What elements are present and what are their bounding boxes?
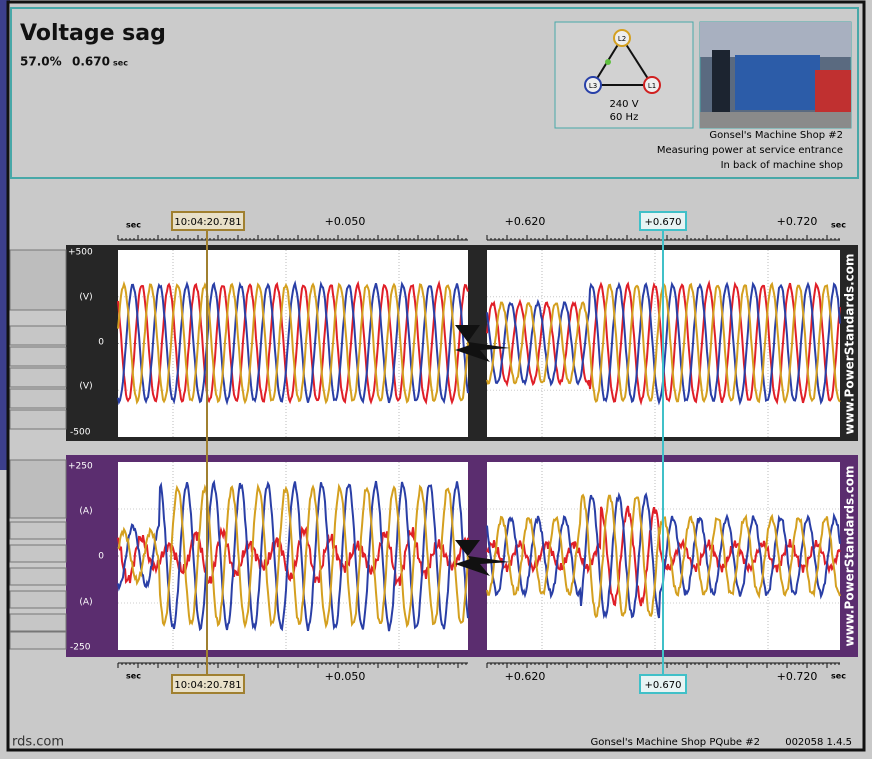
y-tick-label: +500 <box>68 248 93 258</box>
phase-label: L2 <box>618 35 626 43</box>
y-tick-label: 0 <box>98 552 104 562</box>
waveform <box>117 279 469 406</box>
side-box <box>9 388 67 409</box>
site-line: In back of machine shop <box>721 160 843 171</box>
waveform <box>117 525 469 587</box>
watermark: www.PowerStandards.com <box>843 465 857 646</box>
phase-circle <box>613 29 631 47</box>
side-box <box>9 409 67 430</box>
footer-serial: 002058 1.4.5 <box>785 737 852 748</box>
waveform <box>117 279 469 406</box>
side-box <box>9 567 67 586</box>
break-symbol <box>455 325 510 362</box>
photo-machine <box>735 55 820 110</box>
cursor-time: 10:04:20.781 <box>174 680 241 691</box>
title: Voltage sag <box>20 21 166 46</box>
photo-floor <box>700 112 851 128</box>
side-box <box>9 521 67 540</box>
side-box <box>9 249 67 311</box>
nominal-frequency: 60 Hz <box>610 112 639 123</box>
duration-unit: sec <box>113 59 128 68</box>
y-unit: (A) <box>79 598 92 608</box>
side-box <box>9 367 67 388</box>
side-controls <box>9 249 67 650</box>
phase-label: L3 <box>589 82 597 90</box>
axis-unit: sec <box>831 672 846 681</box>
y-unit: (V) <box>79 382 92 392</box>
y-unit: (V) <box>79 293 92 303</box>
footer-device: Gonsel's Machine Shop PQube #2 <box>590 737 760 748</box>
y-tick-label: 0 <box>98 338 104 348</box>
site-line: Gonsel's Machine Shop #2 <box>709 130 843 141</box>
time-tick-label: +0.720 <box>777 670 818 683</box>
watermark: www.PowerStandards.com <box>843 253 857 434</box>
phase-circle <box>584 76 602 94</box>
cursor-box <box>639 674 687 694</box>
time-tick-label: +0.720 <box>777 215 818 228</box>
axis-unit: sec <box>831 221 846 230</box>
phase-circle <box>643 76 661 94</box>
y-tick-label: -250 <box>70 643 91 653</box>
photo-machine <box>815 70 851 115</box>
side-box <box>9 544 67 563</box>
axis-unit: sec <box>126 672 141 681</box>
phase-dot <box>605 59 611 65</box>
photo-person <box>712 50 730 120</box>
footer-url: rds.com <box>12 735 64 750</box>
time-tick-label: +0.050 <box>325 215 366 228</box>
sag-depth: 57.0% <box>20 55 62 69</box>
background-window <box>0 0 10 470</box>
phase-label: L1 <box>648 82 656 90</box>
site-line: Measuring power at service entrance <box>657 145 843 156</box>
side-box <box>9 631 67 650</box>
side-box <box>9 459 67 519</box>
site-photo <box>699 21 852 129</box>
y-tick-label: -500 <box>70 428 91 438</box>
y-unit: (A) <box>79 507 92 517</box>
nominal-voltage: 240 V <box>609 99 638 110</box>
cursor-offset: +0.670 <box>644 217 681 228</box>
cursor-box <box>171 674 245 694</box>
side-box <box>9 590 67 609</box>
waveform <box>117 482 469 630</box>
break-symbol <box>455 540 510 576</box>
sag-duration: 0.670 <box>72 55 110 69</box>
waveform <box>117 479 469 632</box>
side-box <box>9 613 67 632</box>
side-box <box>9 325 67 346</box>
cursor-offset: +0.670 <box>644 680 681 691</box>
time-tick-label: +0.620 <box>505 670 546 683</box>
time-tick-label: +0.050 <box>325 670 366 683</box>
time-axes: sec sec +0.050 +0.620 +0.720 10:04:20.78… <box>117 211 846 683</box>
y-tick-label: +250 <box>68 462 93 472</box>
cursor-time: 10:04:20.781 <box>174 217 241 228</box>
side-box <box>9 346 67 367</box>
time-tick-label: +0.620 <box>505 215 546 228</box>
axis-unit: sec <box>126 221 141 230</box>
waveform <box>117 280 469 405</box>
